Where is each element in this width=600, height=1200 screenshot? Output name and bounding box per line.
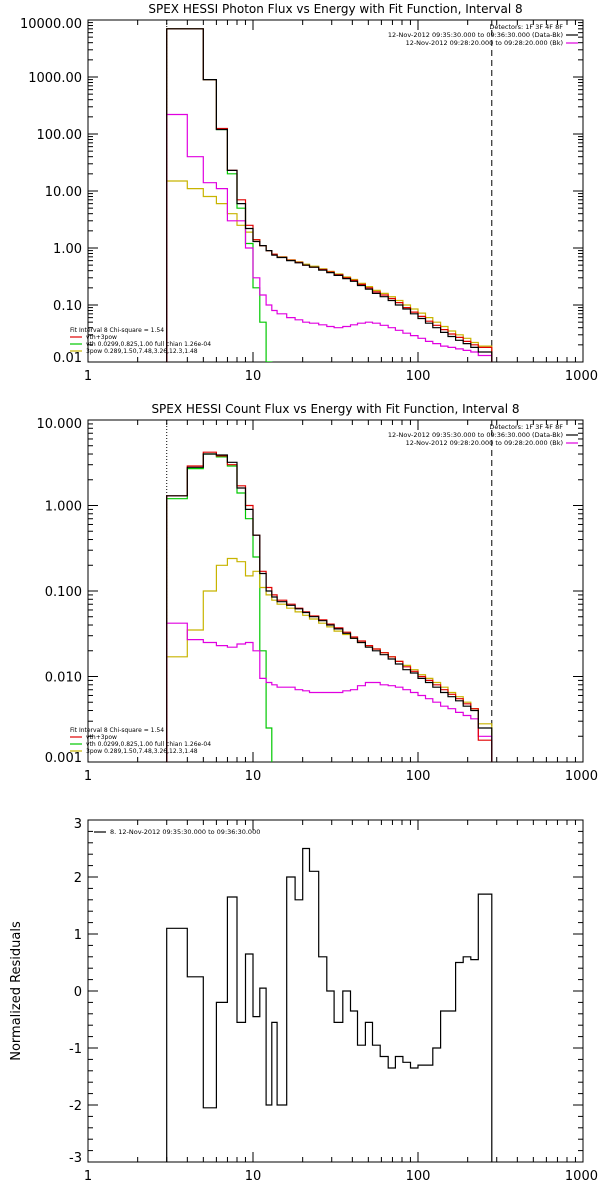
series-bk-line xyxy=(166,622,493,762)
y-tick-label: 0.100 xyxy=(45,585,82,600)
series-data-bk-line xyxy=(166,28,493,362)
series-3pow-line xyxy=(166,180,493,362)
series-3pow-line xyxy=(166,557,493,762)
series-vth-3pow-line xyxy=(166,451,493,762)
x-tick-label: 100 xyxy=(406,769,431,784)
plot-frame xyxy=(87,419,584,763)
legend-fit-entry: 3pow 0.289,1.50,7.48,3.26,12.3,1.48 xyxy=(86,748,198,755)
legend-fit-entry: Fit Interval 8 Chi-square = 1.54 xyxy=(70,727,164,734)
legend-fit-entry: 3pow 0.289,1.50,7.48,3.26,12.3,1.48 xyxy=(86,348,198,355)
legend-fit-entry: vth+3pow xyxy=(86,334,117,341)
y-tick-label: 1 xyxy=(74,928,82,943)
y-tick-label: 0.01 xyxy=(53,351,82,366)
y-tick-label: 0 xyxy=(74,985,82,1000)
x-tick-label: 100 xyxy=(406,369,431,384)
y-tick-label: 1.00 xyxy=(53,242,82,257)
legend-fit-entry: vth+3pow xyxy=(86,734,117,741)
series-data-bk-line xyxy=(166,453,493,762)
legend-fit-entry: vth 0.0299,0.825,1.00 full chian 1.26e-0… xyxy=(86,341,211,348)
x-tick-label: 10 xyxy=(245,369,262,384)
y-tick-label: 1.000 xyxy=(45,500,82,515)
count-flux-title: SPEX HESSI Count Flux vs Energy with Fit… xyxy=(151,402,519,416)
y-tick-label: -2 xyxy=(69,1099,82,1114)
photon-flux-title: SPEX HESSI Photon Flux vs Energy with Fi… xyxy=(148,2,522,16)
y-tick-label: -3 xyxy=(69,1151,82,1166)
x-tick-label: 100 xyxy=(406,1169,431,1184)
series-vth-line xyxy=(166,453,273,762)
y-tick-label: 10.00 xyxy=(45,185,82,200)
photon-flux-panel: SPEX HESSI Photon Flux vs Energy with Fi… xyxy=(20,2,598,384)
y-tick-label: 0.10 xyxy=(53,299,82,314)
legend-top-entry: Detectors: 1F 3F 4F 8F xyxy=(489,423,563,431)
legend-top-entry: 8. 12-Nov-2012 09:35:30.000 to 09:36:30.… xyxy=(110,828,260,836)
y-tick-label: 100.00 xyxy=(37,128,83,143)
y-tick-label: 2 xyxy=(74,871,82,886)
y-tick-label: 1000.00 xyxy=(28,71,82,86)
x-tick-label: 10 xyxy=(245,769,262,784)
series-residuals-line xyxy=(166,847,493,1162)
legend-top-entry: 12-Nov-2012 09:28:20.000 to 09:28:20.000… xyxy=(406,39,563,47)
y-tick-label: 0.010 xyxy=(45,671,82,686)
x-tick-label: 1000 xyxy=(565,1169,598,1184)
series-vth-3pow-line xyxy=(166,28,493,362)
legend-top-entry: 12-Nov-2012 09:28:20.000 to 09:28:20.000… xyxy=(406,439,563,447)
plot-frame xyxy=(87,819,584,1163)
legend-top-entry: 12-Nov-2012 09:35:30.000 to 09:36:30.000… xyxy=(388,431,563,439)
legend-top-entry: Detectors: 1F 3F 4F 8F xyxy=(489,23,563,31)
x-tick-label: 1000 xyxy=(565,769,598,784)
series-vth-line xyxy=(166,28,273,362)
x-tick-label: 1000 xyxy=(565,369,598,384)
y-tick-label: 3 xyxy=(74,817,82,832)
legend-top-entry: 12-Nov-2012 09:35:30.000 to 09:36:30.000… xyxy=(388,31,563,39)
residuals-ylabel: Normalized Residuals xyxy=(9,921,24,1061)
y-tick-label: -1 xyxy=(69,1042,82,1057)
count-flux-panel: SPEX HESSI Count Flux vs Energy with Fit… xyxy=(37,402,599,784)
series-bk-line xyxy=(166,113,493,362)
x-tick-label: 1 xyxy=(84,369,92,384)
residuals-panel: Normalized Residuals 1 10 100 1000 -3 -2 -1 0 1 2… xyxy=(9,817,598,1184)
legend-fit-entry: vth 0.0299,0.825,1.00 full chian 1.26e-0… xyxy=(86,741,211,748)
y-tick-label: 10000.00 xyxy=(20,17,82,32)
plot-frame xyxy=(87,19,584,363)
legend-fit-entry: Fit Interval 8 Chi-square = 1.54 xyxy=(70,327,164,334)
y-tick-label: 0.001 xyxy=(45,751,82,766)
y-tick-label: 10.000 xyxy=(37,417,83,432)
x-tick-label: 1 xyxy=(84,1169,92,1184)
x-tick-label: 10 xyxy=(245,1169,262,1184)
x-tick-label: 1 xyxy=(84,769,92,784)
